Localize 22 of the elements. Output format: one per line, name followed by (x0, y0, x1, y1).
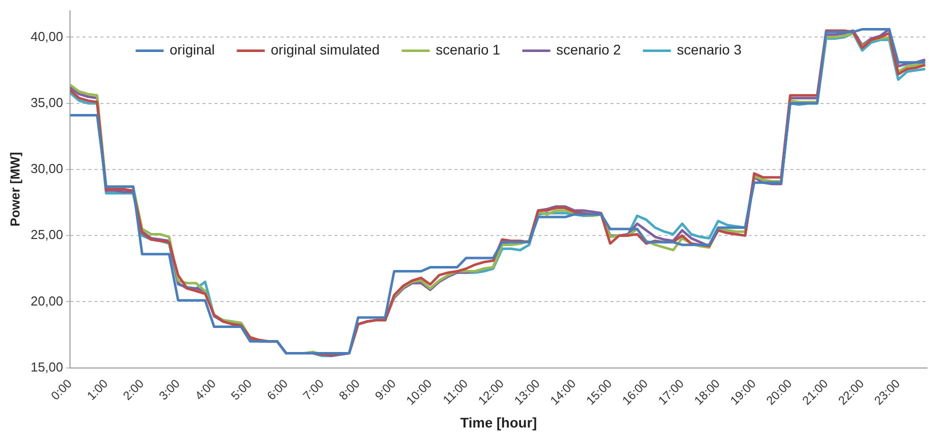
x-tick-label: 3:00 (156, 376, 183, 403)
x-tick-label: 7:00 (300, 376, 327, 403)
legend-label: original (170, 42, 215, 58)
x-tick-label: 8:00 (336, 376, 363, 403)
y-tick-label: 40,00 (30, 28, 64, 44)
x-tick-label: 0:00 (48, 376, 75, 403)
x-axis-title: Time [hour] (460, 414, 537, 430)
y-tick-label: 20,00 (30, 293, 64, 308)
y-tick-label: 25,00 (30, 227, 64, 242)
x-tick-label: 9:00 (372, 376, 399, 403)
y-tick-label: 35,00 (30, 94, 64, 110)
x-tick-label: 1:00 (84, 376, 111, 403)
x-tick-label: 6:00 (264, 376, 291, 403)
y-tick-label: 30,00 (30, 161, 64, 176)
y-axis-title: Power [MW] (7, 152, 22, 226)
legend-label: scenario 3 (676, 42, 742, 58)
x-tick-label: 5:00 (228, 376, 255, 403)
x-tick-label: 4:00 (192, 376, 219, 403)
legend-label: scenario 1 (436, 42, 501, 58)
legend-label: original simulated (270, 42, 380, 58)
legend-label: scenario 2 (556, 42, 622, 58)
y-tick-label: 15,00 (30, 359, 64, 374)
